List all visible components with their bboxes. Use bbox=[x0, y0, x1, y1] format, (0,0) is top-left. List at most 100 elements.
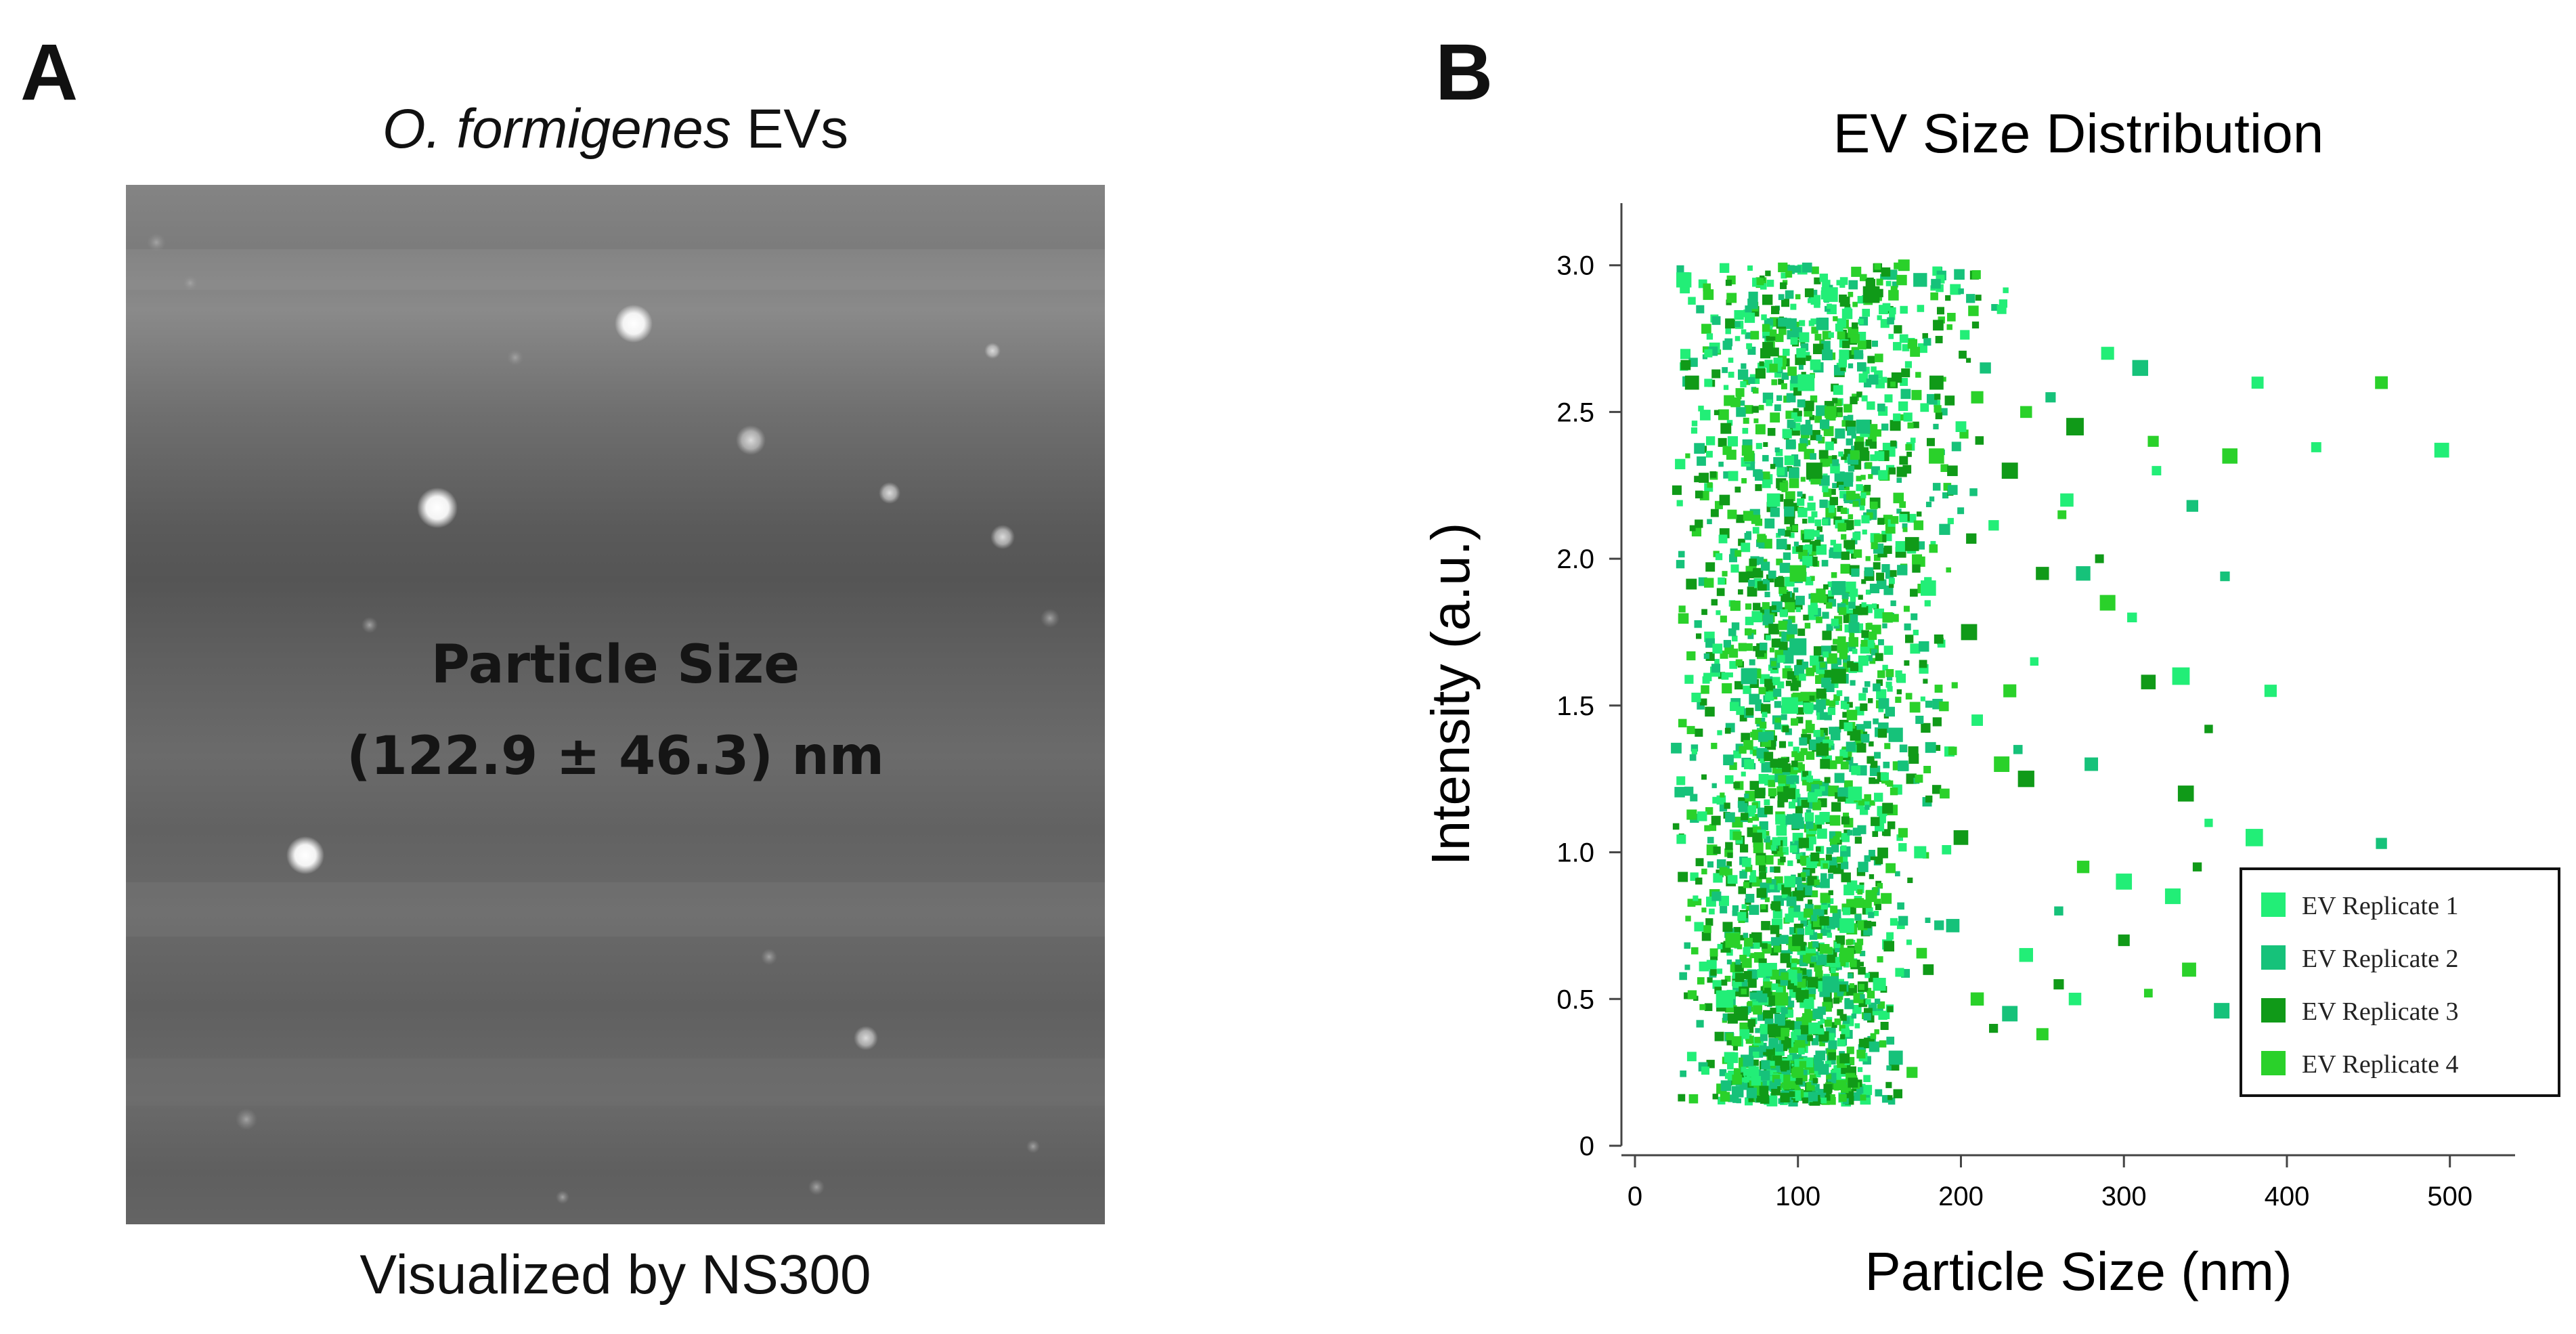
scatter-point bbox=[1843, 404, 1852, 413]
y-tick-label: 2.5 bbox=[1556, 397, 1594, 427]
scatter-point bbox=[1734, 962, 1744, 972]
scatter-point bbox=[1881, 423, 1889, 431]
scatter-point bbox=[1839, 651, 1848, 660]
scatter-point bbox=[2434, 442, 2449, 458]
scatter-point bbox=[1787, 624, 1797, 634]
scatter-point bbox=[1770, 1060, 1775, 1066]
scatter-point bbox=[1753, 999, 1760, 1005]
scatter-point bbox=[1988, 520, 1999, 531]
scatter-point bbox=[1755, 424, 1766, 435]
scatter-point bbox=[1776, 467, 1785, 476]
scatter-point bbox=[1781, 1074, 1791, 1083]
scatter-point bbox=[1722, 1013, 1730, 1021]
scatter-point bbox=[1827, 653, 1837, 664]
scatter-point bbox=[1755, 1028, 1760, 1033]
scatter-point bbox=[1825, 305, 1831, 312]
scatter-point bbox=[1808, 605, 1818, 616]
scatter-point bbox=[1901, 368, 1911, 378]
scatter-point bbox=[1802, 1069, 1808, 1075]
scatter-point bbox=[1694, 922, 1704, 932]
scatter-point bbox=[1713, 873, 1723, 883]
scatter-point bbox=[1961, 624, 1978, 641]
scatter-point bbox=[1877, 847, 1888, 859]
scatter-point bbox=[1762, 324, 1770, 332]
particle bbox=[556, 1190, 569, 1204]
scatter-point bbox=[1883, 545, 1892, 554]
scatter-point bbox=[1887, 686, 1893, 692]
scatter-point bbox=[2245, 829, 2263, 846]
scatter-point bbox=[1860, 951, 1866, 957]
scatter-point bbox=[1795, 1029, 1802, 1036]
scatter-point bbox=[1837, 788, 1847, 797]
scatter-point bbox=[1719, 1069, 1727, 1077]
scatter-point bbox=[1747, 571, 1754, 578]
scatter-point bbox=[1840, 563, 1850, 574]
scatter-point bbox=[1750, 731, 1756, 738]
scatter-point bbox=[1744, 937, 1753, 947]
scatter-point bbox=[1774, 776, 1781, 783]
scatter-point bbox=[1771, 379, 1778, 385]
scatter-point bbox=[1751, 814, 1760, 821]
scatter-point bbox=[1812, 343, 1824, 354]
scatter-point bbox=[1820, 902, 1829, 910]
scatter-point bbox=[1754, 472, 1764, 481]
scatter-point bbox=[1887, 1097, 1896, 1105]
scatter-point bbox=[1857, 296, 1865, 304]
scatter-point bbox=[1842, 1023, 1850, 1030]
scatter-point bbox=[1864, 567, 1874, 577]
scatter-point bbox=[2101, 347, 2114, 360]
scatter-point bbox=[1797, 884, 1804, 890]
scatter-point bbox=[1774, 370, 1782, 378]
scatter-point bbox=[1864, 920, 1872, 928]
scatter-point bbox=[1802, 955, 1811, 963]
scatter-point bbox=[1789, 1053, 1797, 1061]
scatter-point bbox=[1829, 496, 1839, 506]
scatter-point bbox=[1791, 963, 1797, 969]
scatter-point bbox=[1882, 303, 1891, 311]
scatter-point bbox=[1913, 629, 1919, 636]
scatter-point bbox=[1757, 534, 1766, 543]
scatter-point bbox=[2030, 657, 2039, 666]
scatter-point bbox=[2186, 500, 2199, 512]
scatter-point bbox=[1688, 1094, 1699, 1104]
scatter-point bbox=[1815, 846, 1821, 852]
scatter-point bbox=[1702, 676, 1710, 684]
scatter-point bbox=[1690, 947, 1699, 955]
scatter-point bbox=[1814, 815, 1825, 825]
scatter-point bbox=[1852, 1004, 1862, 1014]
scatter-point bbox=[1809, 1074, 1816, 1081]
scatter-point bbox=[1821, 559, 1829, 567]
scatter-point bbox=[1785, 439, 1796, 450]
scatter-point bbox=[1915, 774, 1923, 783]
scatter-point bbox=[1752, 612, 1762, 623]
scatter-point bbox=[1878, 639, 1884, 645]
scatter-point bbox=[1764, 518, 1775, 529]
scatter-point bbox=[1881, 267, 1891, 277]
scatter-point bbox=[1838, 359, 1848, 368]
scatter-point bbox=[1678, 551, 1685, 558]
scatter-point bbox=[1902, 344, 1910, 351]
scatter-point bbox=[1816, 435, 1822, 442]
scatter-point bbox=[1816, 729, 1824, 737]
scatter-point bbox=[1711, 369, 1721, 379]
scatter-point bbox=[1735, 991, 1741, 997]
scatter-point bbox=[1751, 515, 1761, 524]
scatter-point bbox=[1791, 978, 1797, 986]
scatter-point bbox=[1718, 437, 1727, 447]
scatter-point bbox=[1843, 448, 1852, 457]
scatter-point bbox=[1850, 662, 1859, 672]
scatter-point bbox=[1768, 779, 1776, 788]
scatter-point bbox=[1933, 423, 1939, 430]
scatter-point bbox=[1759, 872, 1767, 880]
scatter-point bbox=[1678, 718, 1687, 728]
scatter-point bbox=[1774, 723, 1781, 730]
scatter-point bbox=[1784, 788, 1796, 800]
scatter-point bbox=[1802, 424, 1813, 435]
scatter-point bbox=[1823, 1083, 1833, 1093]
scatter-point bbox=[1713, 410, 1720, 416]
scatter-point bbox=[1720, 616, 1727, 623]
scatter-point bbox=[1710, 953, 1718, 961]
scatter-point bbox=[1881, 376, 1887, 383]
scatter-point bbox=[1860, 1094, 1866, 1101]
scatter-point bbox=[1744, 793, 1749, 798]
